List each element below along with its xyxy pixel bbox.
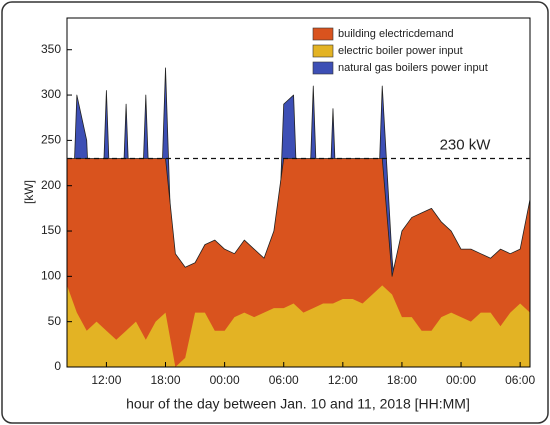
y-tick-label: 0 [54, 359, 61, 373]
x-tick-label: 18:00 [387, 373, 417, 387]
legend-label: electric boiler power input [338, 45, 463, 57]
y-tick-label: 350 [41, 42, 61, 56]
y-tick-label: 250 [41, 133, 61, 147]
y-tick-label: 100 [41, 269, 61, 283]
x-tick-label: 12:00 [91, 373, 121, 387]
x-tick-label: 00:00 [446, 373, 476, 387]
area [67, 285, 530, 367]
y-axis-label: [kW] [22, 180, 36, 204]
legend-swatch [312, 27, 334, 41]
x-tick-label: 18:00 [150, 373, 180, 387]
plot-frame [66, 17, 531, 368]
x-tick-label: 00:00 [210, 373, 240, 387]
y-tick-label: 50 [48, 314, 62, 328]
reference-label: 230 kW [440, 136, 492, 153]
x-tick-label: 12:00 [328, 373, 358, 387]
x-tick-label: 06:00 [269, 373, 299, 387]
legend-label: natural gas boilers power input [338, 62, 488, 74]
x-tick-label: 06:00 [505, 373, 535, 387]
y-tick-label: 300 [41, 87, 61, 101]
x-axis-label: hour of the day between Jan. 10 and 11, … [126, 396, 470, 412]
y-tick-label: 150 [41, 223, 61, 237]
legend-swatch [312, 44, 334, 58]
legend-label: building electricdemand [338, 28, 454, 40]
y-tick-label: 200 [41, 178, 61, 192]
legend-swatch [312, 61, 334, 75]
